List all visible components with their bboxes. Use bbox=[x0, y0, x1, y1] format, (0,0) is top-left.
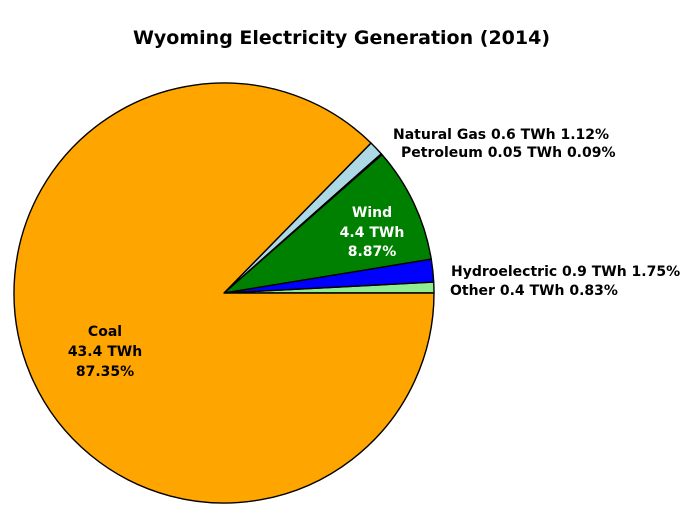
natural-gas-callout: Natural Gas 0.6 TWh 1.12% bbox=[393, 127, 610, 143]
hydroelectric-callout: Hydroelectric 0.9 TWh 1.75% bbox=[451, 264, 681, 280]
other-callout: Other 0.4 TWh 0.83% bbox=[450, 283, 618, 299]
coal-slice-label: Coal 43.4 TWh 87.35% bbox=[68, 322, 142, 382]
wind-label-name: Wind bbox=[351, 205, 393, 221]
petroleum-callout: Petroleum 0.05 TWh 0.09% bbox=[401, 145, 616, 161]
coal-label-value: 43.4 TWh bbox=[67, 344, 143, 360]
pie-slice-wind bbox=[223, 153, 432, 294]
chart-title: Wyoming Electricity Generation (2014) bbox=[132, 27, 551, 49]
wind-label-value: 4.4 TWh bbox=[339, 224, 405, 241]
wind-slice-label: Wind 4.4 TWh 8.87% bbox=[340, 204, 405, 263]
wind-label-percent: 8.87% bbox=[347, 244, 397, 260]
coal-label-name: Coal bbox=[87, 324, 123, 340]
pie-slice-coal bbox=[13, 82, 435, 504]
coal-label-percent: 87.35% bbox=[75, 364, 135, 380]
